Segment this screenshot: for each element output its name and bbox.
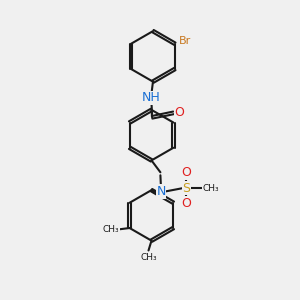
Text: CH₃: CH₃ — [202, 184, 219, 193]
Text: NH: NH — [142, 92, 161, 104]
Text: CH₃: CH₃ — [103, 225, 119, 234]
Text: O: O — [175, 106, 184, 119]
Text: S: S — [182, 182, 190, 194]
Text: N: N — [156, 185, 166, 198]
Text: O: O — [181, 166, 191, 179]
Text: O: O — [181, 197, 191, 210]
Text: Br: Br — [179, 36, 191, 46]
Text: CH₃: CH₃ — [140, 253, 157, 262]
